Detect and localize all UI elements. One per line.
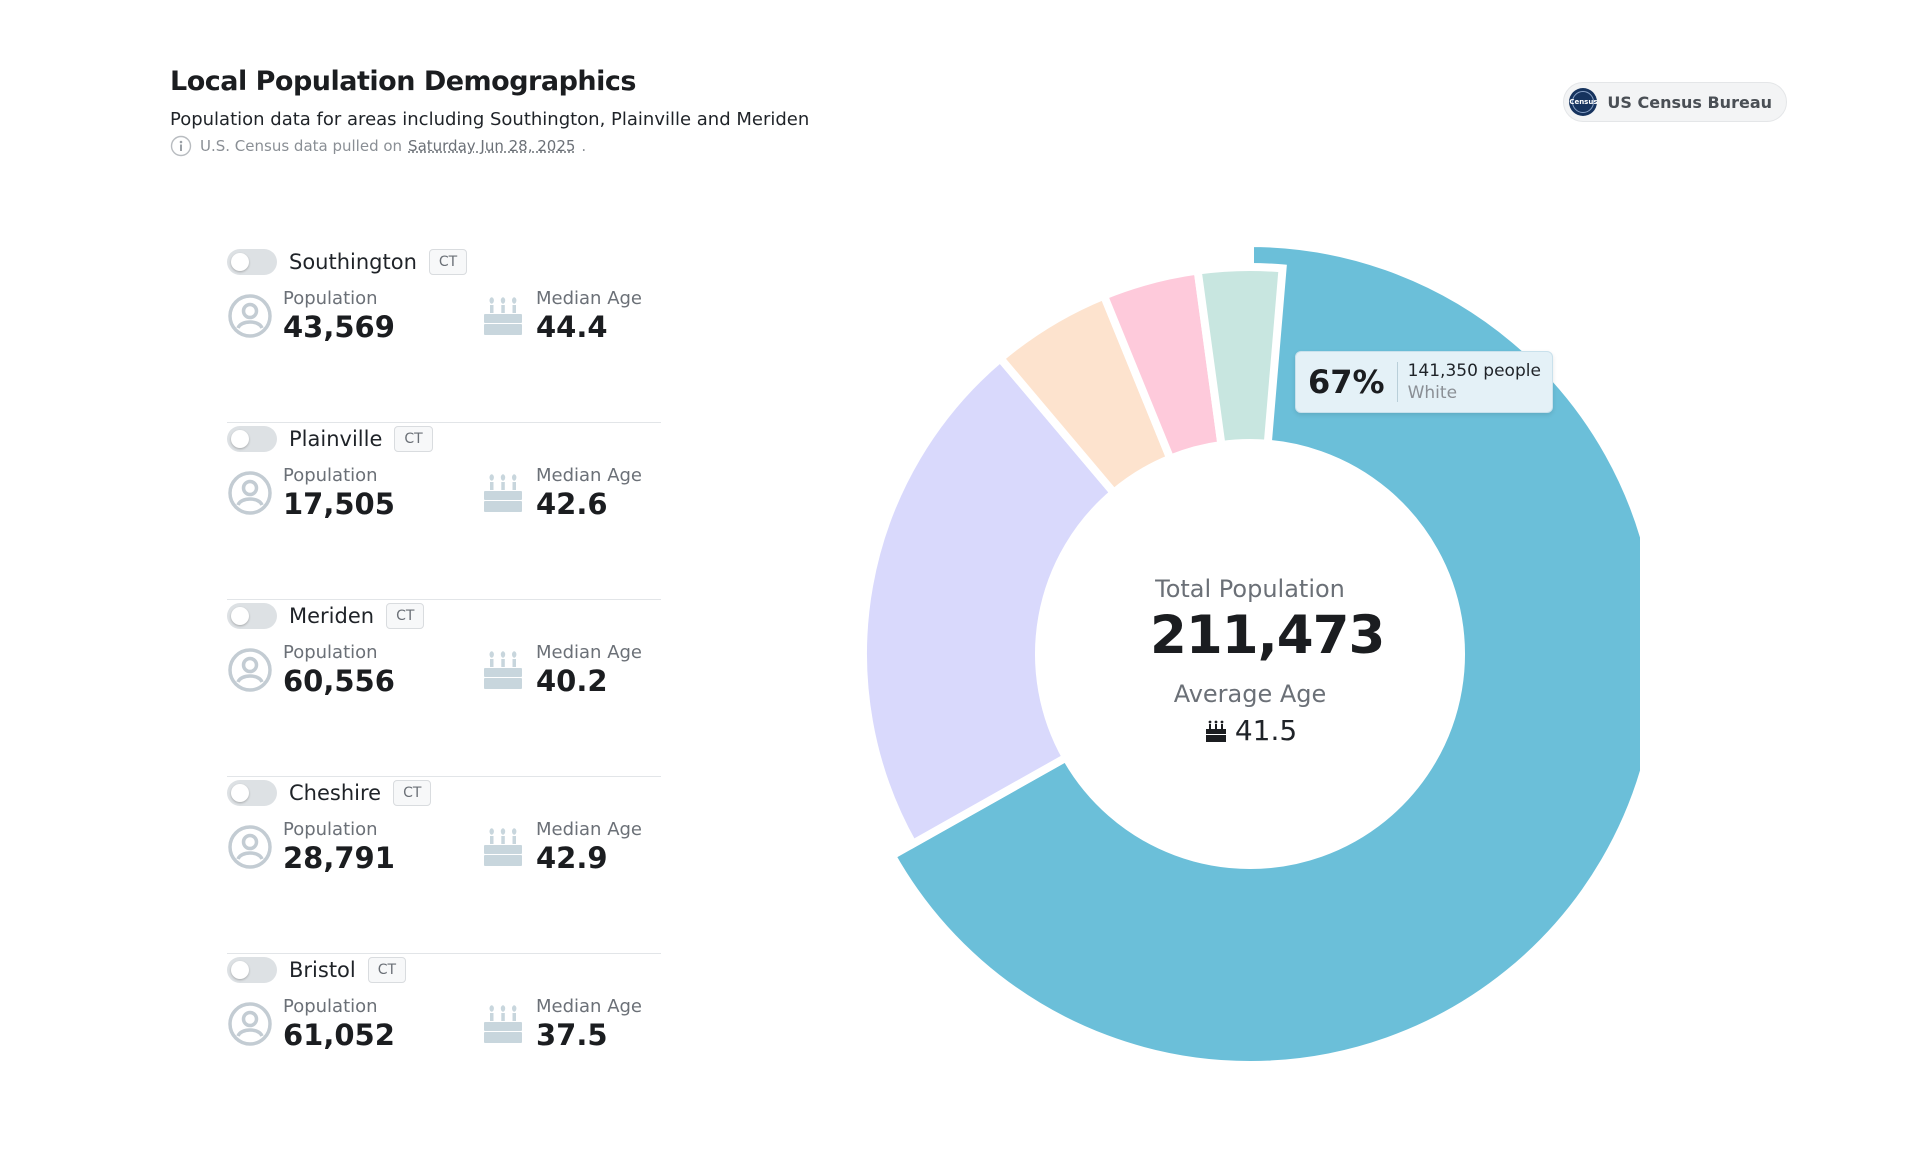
cake-icon [1205,720,1226,742]
median-age-stat: Median Age 40.2 [480,642,661,698]
state-badge: CT [386,603,425,629]
chart-tooltip: 67% 141,350 people White [1295,351,1553,413]
total-population-label: Total Population [1155,575,1345,603]
person-icon [228,1002,272,1046]
source-badge[interactable]: Census US Census Bureau [1563,82,1787,122]
population-stat: Population 43,569 [227,288,480,344]
population-value: 60,556 [283,664,395,698]
place-name: Cheshire [289,781,382,805]
donut-slice-category-5[interactable] [1193,263,1287,450]
median-age-label: Median Age [536,465,643,486]
donut-slice-category-2[interactable] [860,352,1120,850]
place-row: Meriden CT Population 60,556 Median Age 40.2 [227,600,661,777]
places-list: Southington CT Population 43,569 Median Age 4… [227,246,661,1131]
place-toggle[interactable] [227,957,277,983]
person-icon [228,648,272,692]
median-age-value: 42.6 [536,487,608,521]
toggle-knob [231,961,249,979]
average-age: 41.5 [1150,714,1350,747]
population-label: Population [283,819,378,840]
population-stat: Population 28,791 [227,819,480,875]
birthday-cake-icon [484,828,522,866]
census-seal-logo: Census [1569,88,1598,116]
place-toggle[interactable] [227,249,277,275]
population-stat: Population 60,556 [227,642,480,698]
info-icon[interactable] [170,135,192,157]
place-toggle[interactable] [227,780,277,806]
place-name: Bristol [289,958,356,982]
place-name: Southington [289,250,417,274]
person-icon [228,471,272,515]
page-title: Local Population Demographics [170,66,636,97]
state-badge: CT [394,426,433,452]
median-age-value: 42.9 [536,841,608,875]
population-label: Population [283,996,378,1017]
place-name: Meriden [289,604,375,628]
population-label: Population [283,288,378,309]
donut-slice-white[interactable] [886,238,1640,1069]
median-age-stat: Median Age 37.5 [480,996,661,1052]
median-age-stat: Median Age 42.9 [480,819,661,875]
population-label: Population [283,465,378,486]
seal-text: Census [1569,98,1598,106]
place-row: Cheshire CT Population 28,791 Median Age 42.9 [227,777,661,954]
birthday-cake-icon [484,651,522,689]
median-age-label: Median Age [536,288,643,309]
tooltip-people: 141,350 people [1407,361,1541,381]
place-row: Bristol CT Population 61,052 Median Age 37.5 [227,954,661,1131]
birthday-cake-icon [484,474,522,512]
median-age-label: Median Age [536,642,643,663]
meta-suffix: . [581,137,587,155]
population-label: Population [283,642,378,663]
population-value: 43,569 [283,310,395,344]
person-icon [228,825,272,869]
place-name: Plainville [289,427,383,451]
population-stat: Population 17,505 [227,465,480,521]
place-toggle[interactable] [227,426,277,452]
place-row: Plainville CT Population 17,505 Median Age 42… [227,423,661,600]
median-age-label: Median Age [536,819,643,840]
total-population-value: 211,473 [1150,605,1385,666]
tooltip-percent: 67% [1296,362,1398,402]
median-age-stat: Median Age 44.4 [480,288,661,344]
state-badge: CT [393,780,432,806]
median-age-value: 44.4 [536,310,608,344]
pull-date[interactable]: Saturday Jun 28, 2025 [408,137,576,155]
toggle-knob [231,607,249,625]
place-toggle[interactable] [227,603,277,629]
average-age-label: Average Age [1173,680,1327,708]
person-icon [228,294,272,338]
meta-prefix: U.S. Census data pulled on [200,137,403,155]
toggle-knob [231,253,249,271]
median-age-value: 40.2 [536,664,608,698]
population-value: 61,052 [283,1018,395,1052]
median-age-value: 37.5 [536,1018,608,1052]
population-value: 17,505 [283,487,395,521]
data-source-note: U.S. Census data pulled on Saturday Jun … [170,135,809,157]
tooltip-category: White [1407,383,1458,403]
place-row: Southington CT Population 43,569 Median Age 4… [227,246,661,423]
average-age-value: 41.5 [1234,714,1298,747]
birthday-cake-icon [484,1005,522,1043]
birthday-cake-icon [484,297,522,335]
population-stat: Population 61,052 [227,996,480,1052]
median-age-stat: Median Age 42.6 [480,465,661,521]
source-label: US Census Bureau [1607,92,1772,112]
median-age-label: Median Age [536,996,643,1017]
state-badge: CT [428,249,468,275]
state-badge: CT [367,957,407,983]
page-header: Local Population Demographics Population… [170,66,809,157]
donut-center: Total Population 211,473 Average Age 41.… [1150,575,1385,747]
page-subtitle: Population data for areas including Sout… [170,109,810,130]
population-value: 28,791 [283,841,395,875]
population-donut-chart [860,238,1640,1069]
toggle-knob [231,430,249,448]
toggle-knob [231,784,249,802]
